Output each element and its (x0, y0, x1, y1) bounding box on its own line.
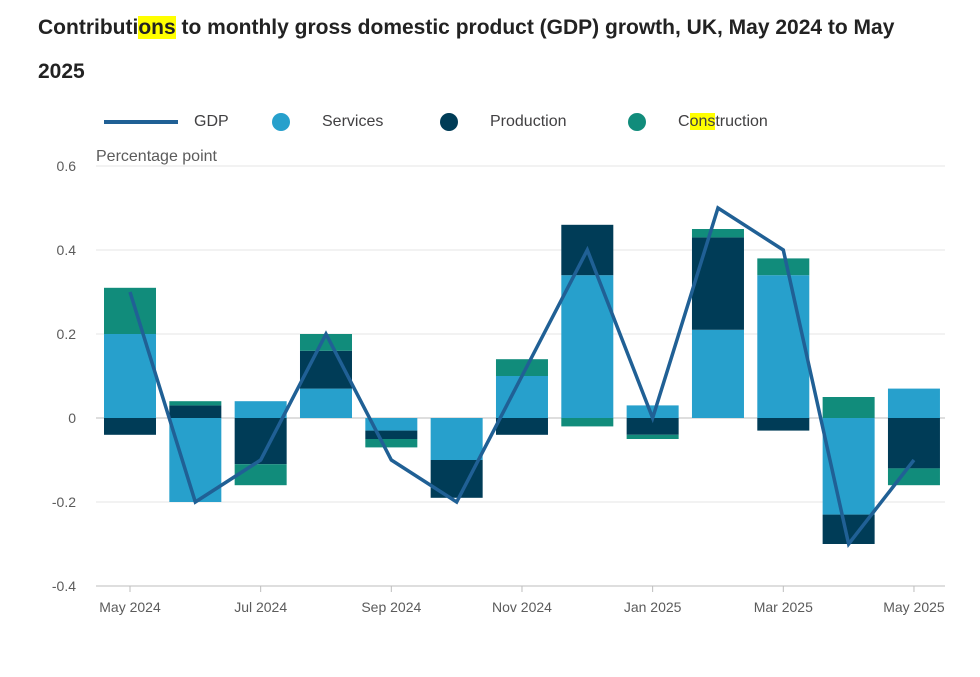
x-axis: May 2024 Jul 2024 Sep 2024 Nov 2024 Jan 2025… (96, 585, 945, 615)
bar-production-mar-2025[interactable] (757, 418, 810, 431)
x-tick-label: Jan 2025 (624, 599, 682, 615)
bar-production-sep-2024[interactable] (365, 430, 418, 439)
bar-production-jun-2024[interactable] (169, 405, 222, 418)
y-tick-label: 0.2 (57, 326, 77, 342)
bar-construction-feb-2025[interactable] (691, 229, 744, 238)
services-swatch (272, 113, 290, 131)
x-tick-label: May 2025 (883, 599, 945, 615)
y-axis-label: Percentage point (96, 148, 218, 165)
bar-construction-nov-2024[interactable] (495, 359, 548, 376)
gdp-series-line[interactable] (128, 205, 916, 549)
chart-legend: GDP Services Production Construction (100, 108, 860, 136)
bar-construction-jun-2024[interactable] (169, 401, 222, 406)
legend-production[interactable]: Production (440, 108, 567, 136)
bar-services-jun-2024[interactable] (169, 418, 222, 502)
title-part-1: Contributi (38, 16, 139, 39)
legend-construction-label: Construction (678, 113, 768, 130)
bar-production-feb-2025[interactable] (691, 237, 744, 330)
y-tick-label: 0.6 (57, 158, 77, 174)
y-tick-label: 0.4 (57, 242, 77, 258)
bar-construction-aug-2024[interactable] (299, 334, 352, 351)
legend-services[interactable]: Services (272, 108, 383, 136)
title-part-2: to monthly gross domestic product (GDP) … (38, 16, 895, 83)
y-tick-label: 0 (68, 410, 76, 426)
production-swatch (440, 113, 458, 131)
legend-construction[interactable]: Construction (628, 108, 768, 136)
bar-construction-dec-2024[interactable] (561, 418, 614, 427)
x-tick-label: Mar 2025 (754, 599, 813, 615)
bar-construction-sep-2024[interactable] (365, 439, 418, 448)
bar-services-jan-2025[interactable] (626, 405, 679, 418)
bar-production-nov-2024[interactable] (495, 418, 548, 435)
bar-construction-may-2025[interactable] (887, 468, 940, 486)
title-highlight: ons (138, 16, 176, 39)
gdp-line (128, 205, 916, 549)
x-tick-label: Sep 2024 (361, 599, 421, 615)
y-axis: -0.4 -0.2 0 0.2 0.4 0.6 (52, 158, 76, 594)
legend-gdp[interactable]: GDP (104, 108, 229, 136)
bar-services-may-2025[interactable] (887, 388, 940, 418)
bars (104, 224, 940, 544)
bar-construction-mar-2025[interactable] (757, 258, 810, 276)
bar-services-mar-2025[interactable] (757, 275, 810, 418)
construction-swatch (628, 113, 646, 131)
bar-production-may-2024[interactable] (104, 418, 156, 435)
bar-construction-jul-2024[interactable] (234, 464, 287, 486)
bar-construction-jan-2025[interactable] (626, 434, 679, 439)
x-tick-label: Jul 2024 (234, 599, 287, 615)
bar-services-feb-2025[interactable] (691, 329, 744, 418)
legend-services-label: Services (322, 113, 384, 130)
x-tick-label: Nov 2024 (492, 599, 552, 615)
bar-services-aug-2024[interactable] (299, 388, 352, 418)
legend-production-label: Production (490, 113, 567, 130)
x-tick-label: May 2024 (99, 599, 161, 615)
bar-production-jan-2025[interactable] (626, 418, 679, 435)
bar-services-sep-2024[interactable] (365, 418, 418, 431)
bar-construction-apr-2025[interactable] (822, 397, 875, 418)
y-tick-label: -0.2 (52, 494, 76, 510)
gdp-line-swatch (104, 120, 178, 124)
bar-services-oct-2024[interactable] (430, 418, 483, 460)
bar-services-jul-2024[interactable] (234, 401, 287, 418)
y-tick-label: -0.4 (52, 578, 76, 594)
legend-gdp-label: GDP (194, 113, 229, 130)
chart-title: Contributions to monthly gross domestic … (38, 6, 938, 94)
